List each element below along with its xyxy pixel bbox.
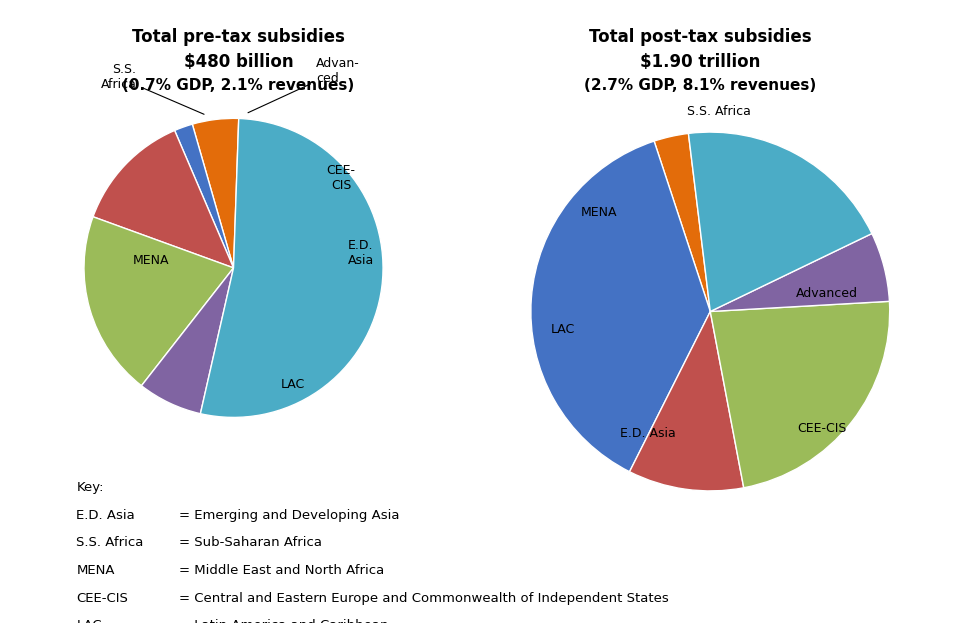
Wedge shape bbox=[193, 118, 238, 268]
Wedge shape bbox=[84, 217, 234, 386]
Text: $1.90 trillion: $1.90 trillion bbox=[640, 53, 761, 71]
Wedge shape bbox=[654, 133, 710, 312]
Text: LAC: LAC bbox=[281, 378, 306, 391]
Text: = Middle East and North Africa: = Middle East and North Africa bbox=[179, 564, 384, 577]
Wedge shape bbox=[710, 234, 889, 312]
Text: = Emerging and Developing Asia: = Emerging and Developing Asia bbox=[179, 508, 400, 521]
Text: E.D.
Asia: E.D. Asia bbox=[347, 239, 374, 267]
Text: E.D. Asia: E.D. Asia bbox=[76, 508, 135, 521]
Text: MENA: MENA bbox=[133, 254, 169, 267]
Text: Total pre-tax subsidies: Total pre-tax subsidies bbox=[132, 28, 344, 46]
Text: E.D. Asia: E.D. Asia bbox=[620, 427, 675, 440]
Text: = Sub-Saharan Africa: = Sub-Saharan Africa bbox=[179, 536, 322, 549]
Text: Key:: Key: bbox=[76, 481, 104, 494]
Text: S.S.
Africa: S.S. Africa bbox=[100, 64, 204, 114]
Text: Advanced: Advanced bbox=[796, 287, 858, 300]
Text: (0.7% GDP, 2.1% revenues): (0.7% GDP, 2.1% revenues) bbox=[123, 78, 354, 93]
Wedge shape bbox=[630, 312, 743, 491]
Text: CEE-CIS: CEE-CIS bbox=[797, 422, 847, 435]
Text: Advan-
ced: Advan- ced bbox=[248, 57, 359, 113]
Wedge shape bbox=[710, 302, 889, 488]
Text: LAC: LAC bbox=[551, 323, 575, 336]
Text: CEE-
CIS: CEE- CIS bbox=[327, 164, 356, 192]
Text: = Latin America and Caribbean: = Latin America and Caribbean bbox=[179, 619, 389, 623]
Text: = Central and Eastern Europe and Commonwealth of Independent States: = Central and Eastern Europe and Commonw… bbox=[179, 592, 669, 604]
Wedge shape bbox=[141, 268, 234, 414]
Wedge shape bbox=[689, 132, 872, 312]
Wedge shape bbox=[174, 124, 234, 268]
Wedge shape bbox=[531, 141, 710, 472]
Text: S.S. Africa: S.S. Africa bbox=[76, 536, 144, 549]
Text: Total post-tax subsidies: Total post-tax subsidies bbox=[590, 28, 811, 46]
Text: CEE-CIS: CEE-CIS bbox=[76, 592, 128, 604]
Text: S.S. Africa: S.S. Africa bbox=[687, 105, 751, 118]
Text: LAC: LAC bbox=[76, 619, 102, 623]
Text: MENA: MENA bbox=[581, 206, 617, 219]
Text: MENA: MENA bbox=[76, 564, 115, 577]
Text: (2.7% GDP, 8.1% revenues): (2.7% GDP, 8.1% revenues) bbox=[585, 78, 816, 93]
Wedge shape bbox=[93, 130, 234, 268]
Text: $480 billion: $480 billion bbox=[184, 53, 293, 71]
Wedge shape bbox=[200, 118, 383, 417]
